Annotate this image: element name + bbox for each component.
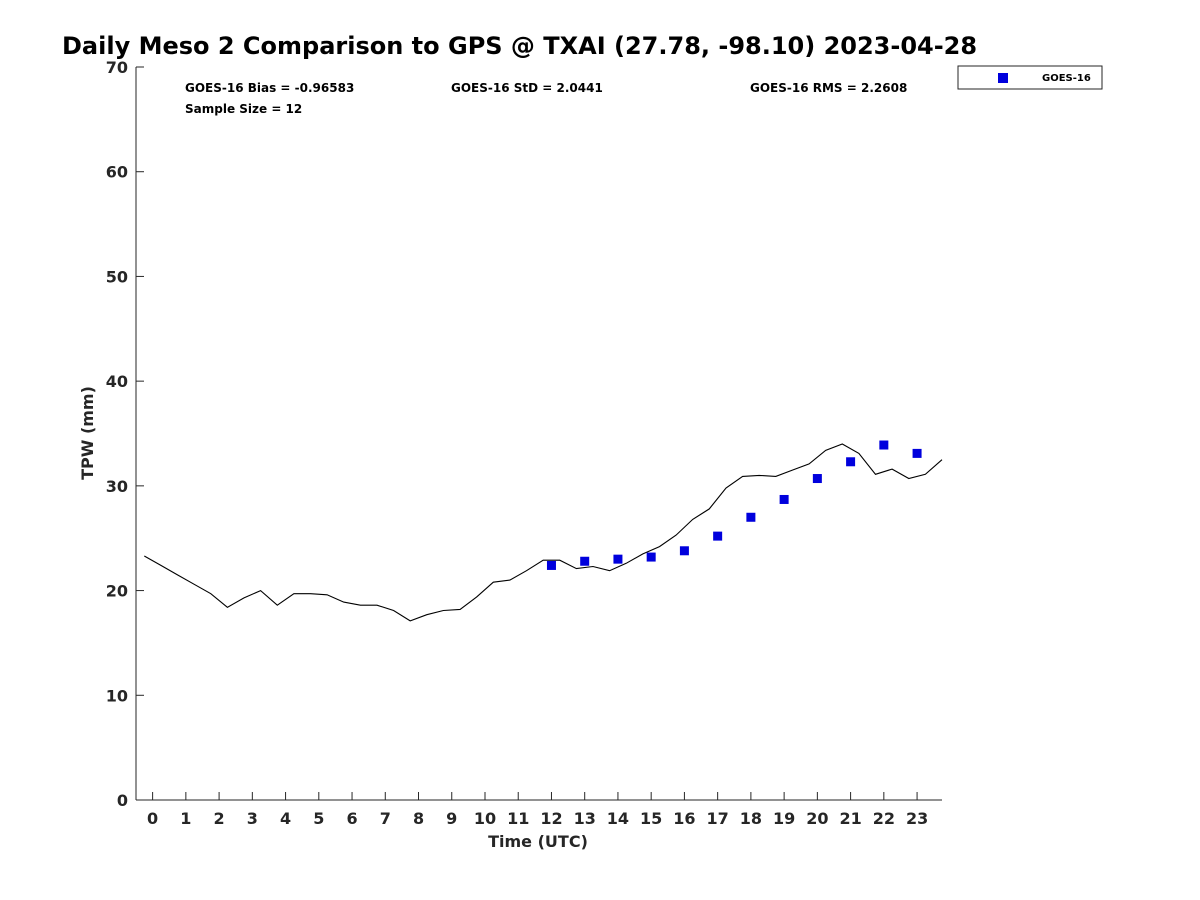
bias-stat: GOES-16 Bias = -0.96583 xyxy=(185,81,354,95)
x-tick-label: 3 xyxy=(247,809,258,828)
x-tick-label: 4 xyxy=(280,809,291,828)
goes16-point xyxy=(613,554,623,564)
x-tick-label: 13 xyxy=(574,809,596,828)
y-tick-label: 0 xyxy=(117,791,128,810)
x-tick-label: 10 xyxy=(474,809,496,828)
y-tick-label: 40 xyxy=(106,372,128,391)
goes16-points xyxy=(546,440,922,570)
stats-annotations: GOES-16 Bias = -0.96583 GOES-16 StD = 2.… xyxy=(185,81,907,116)
y-axis-ticks: 0 10 20 30 40 50 60 70 xyxy=(106,58,144,810)
x-tick-label: 11 xyxy=(507,809,529,828)
x-tick-label: 23 xyxy=(906,809,928,828)
goes16-point xyxy=(912,448,922,458)
x-tick-label: 0 xyxy=(147,809,158,828)
rms-stat: GOES-16 RMS = 2.2608 xyxy=(750,81,907,95)
goes16-point xyxy=(546,560,556,570)
x-tick-label: 20 xyxy=(806,809,828,828)
x-tick-label: 2 xyxy=(214,809,225,828)
goes16-point xyxy=(746,512,756,522)
x-tick-label: 15 xyxy=(640,809,662,828)
y-tick-label: 60 xyxy=(106,163,128,182)
y-tick-label: 20 xyxy=(106,582,128,601)
x-tick-label: 7 xyxy=(380,809,391,828)
y-tick-label: 50 xyxy=(106,267,128,286)
gps-line xyxy=(144,443,943,622)
legend: GOES-16 xyxy=(957,65,1103,90)
x-tick-label: 1 xyxy=(180,809,191,828)
legend-label-goes16: GOES-16 xyxy=(1042,73,1091,84)
x-tick-label: 22 xyxy=(873,809,895,828)
x-tick-label: 12 xyxy=(540,809,562,828)
goes16-point xyxy=(879,440,889,450)
x-tick-label: 21 xyxy=(839,809,861,828)
goes16-point xyxy=(779,494,789,504)
x-tick-label: 6 xyxy=(346,809,357,828)
x-tick-label: 18 xyxy=(740,809,762,828)
goes16-point xyxy=(812,474,822,484)
chart-title: Daily Meso 2 Comparison to GPS @ TXAI (2… xyxy=(62,32,977,60)
x-tick-label: 8 xyxy=(413,809,424,828)
std-stat: GOES-16 StD = 2.0441 xyxy=(451,81,603,95)
legend-marker-goes16 xyxy=(998,73,1008,83)
goes16-point xyxy=(846,457,856,467)
x-axis-title: Time (UTC) xyxy=(488,832,588,851)
y-tick-label: 30 xyxy=(106,477,128,496)
x-tick-label: 14 xyxy=(607,809,629,828)
goes16-point xyxy=(646,552,656,562)
x-tick-label: 16 xyxy=(673,809,695,828)
goes16-point xyxy=(679,546,689,556)
goes16-point xyxy=(580,556,590,566)
x-tick-label: 19 xyxy=(773,809,795,828)
y-axis-title: TPW (mm) xyxy=(78,386,97,480)
x-tick-label: 17 xyxy=(707,809,729,828)
y-tick-label: 70 xyxy=(106,58,128,77)
y-tick-label: 10 xyxy=(106,686,128,705)
x-tick-label: 9 xyxy=(446,809,457,828)
x-axis-ticks: 0 1 2 3 4 5 6 7 8 9 10 11 12 13 14 15 16 17 18 19 20 21 22 23 xyxy=(147,792,928,828)
x-tick-label: 5 xyxy=(313,809,324,828)
sample-size-stat: Sample Size = 12 xyxy=(185,102,302,116)
legend-box xyxy=(957,65,1103,90)
goes16-point xyxy=(713,531,723,541)
